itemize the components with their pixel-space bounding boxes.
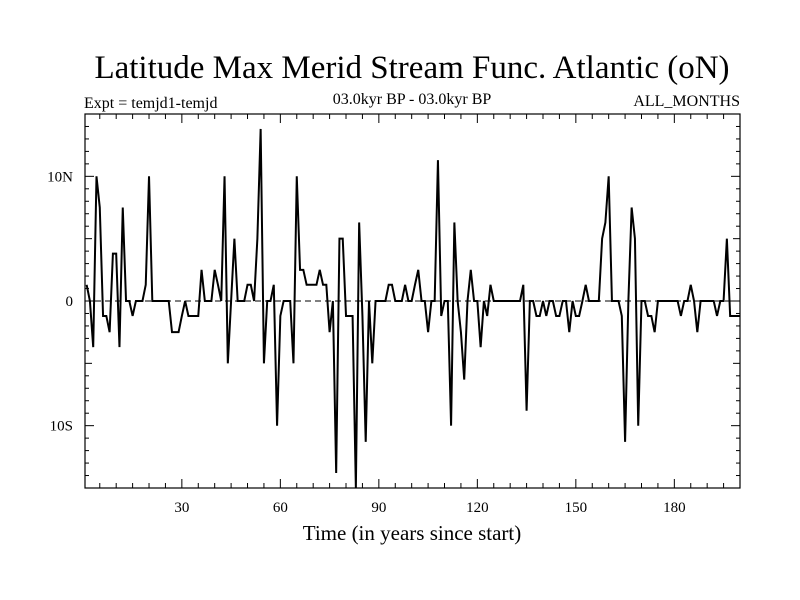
series-line [85, 128, 740, 489]
chart-title: Latitude Max Merid Stream Func. Atlantic… [94, 50, 729, 86]
x-tick-label: 180 [663, 500, 686, 516]
x-tick-label: 30 [174, 500, 189, 516]
x-tick-label: 150 [565, 500, 588, 516]
x-axis-label: Time (in years since start) [303, 521, 522, 545]
y-tick-label: 10N [47, 169, 73, 185]
x-tick-label: 60 [273, 500, 288, 516]
axis-ticks: 30 60 90 120 150 180 10S 0 10N [47, 113, 740, 516]
subtitle-right: ALL_MONTHS [633, 93, 740, 110]
subtitle-left: Expt = temjd1-temjd [84, 95, 217, 112]
x-tick-label: 90 [371, 500, 386, 516]
x-tick-label: 120 [466, 500, 489, 516]
y-tick-label: 10S [50, 419, 73, 435]
subtitle-center: 03.0kyr BP - 03.0kyr BP [333, 91, 492, 108]
y-tick-label: 0 [66, 294, 74, 310]
